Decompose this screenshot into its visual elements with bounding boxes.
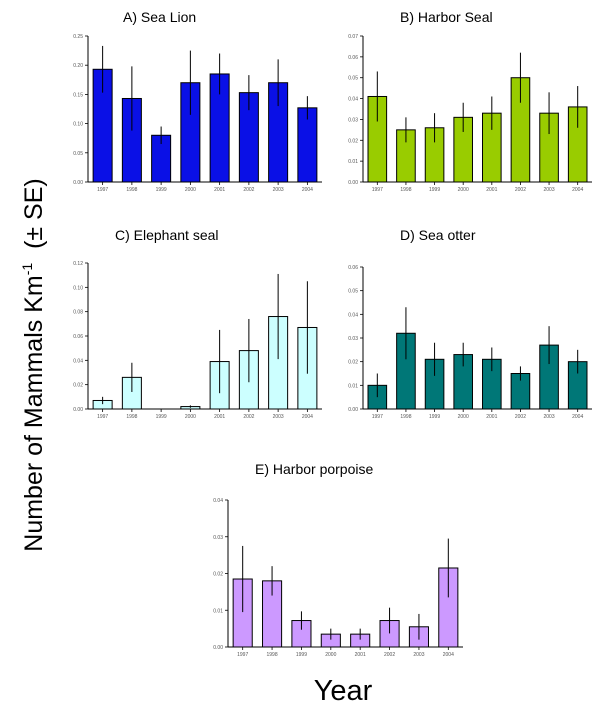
x-tick-label: 1998	[267, 652, 278, 658]
y-tick-label: 0.02	[348, 138, 358, 144]
y-tick-label: 0.05	[348, 289, 358, 295]
y-tick-label: 0.02	[73, 383, 83, 389]
y-axis-label-main: Number of Mammals Km	[20, 275, 48, 551]
x-tick-label: 1998	[400, 187, 411, 193]
x-tick-label: 1997	[97, 414, 108, 420]
x-tick-label: 1998	[126, 187, 137, 193]
y-tick-label: 0.01	[348, 159, 358, 165]
y-tick-label: 0.07	[348, 34, 358, 40]
x-tick-label: 1997	[372, 414, 383, 420]
y-tick-label: 0.06	[348, 55, 358, 61]
x-tick-label: 1997	[372, 187, 383, 193]
y-axis-label-sup: -1	[19, 263, 35, 276]
x-tick-label: 2003	[273, 187, 284, 193]
x-tick-label: 2000	[185, 414, 196, 420]
x-axis-label: Year	[314, 675, 373, 704]
x-tick-label: 2000	[458, 414, 469, 420]
x-tick-label: 1999	[429, 187, 440, 193]
y-tick-label: 0.04	[348, 97, 358, 103]
y-tick-label: 0.03	[213, 535, 223, 541]
panel-harbor-seal: B) Harbor Seal 0.00 0.01 0.02 0.03 0.04 0.05 0.…	[348, 9, 592, 193]
panel-title: A) Sea Lion	[123, 9, 196, 25]
x-tick-label: 2002	[243, 414, 254, 420]
x-tick-label: 1997	[237, 652, 248, 658]
panel-title: B) Harbor Seal	[400, 9, 493, 25]
x-tick-label: 2004	[302, 187, 313, 193]
x-tick-label: 2002	[384, 652, 395, 658]
y-tick-label: 0.10	[73, 122, 83, 128]
panel-title: E) Harbor porpoise	[255, 461, 373, 477]
x-tick-label: 2001	[355, 652, 366, 658]
y-tick-label: 0.04	[213, 498, 223, 504]
x-tick-label: 2003	[544, 414, 555, 420]
y-tick-label: 0.02	[213, 572, 223, 578]
y-tick-label: 0.00	[73, 180, 83, 186]
panel-sea-otter: D) Sea otter 0.00 0.01 0.02 0.03 0.04 0.05 0.06…	[348, 227, 592, 420]
x-tick-label: 1997	[97, 187, 108, 193]
y-tick-label: 0.06	[73, 334, 83, 340]
panel-sea-lion: A) Sea Lion 0.00 0.05 0.10 0.15 0.20 0.25 1997 1…	[73, 9, 322, 193]
y-tick-label: 0.25	[73, 34, 83, 40]
x-tick-label: 1999	[296, 652, 307, 658]
y-tick-label: 0.03	[348, 336, 358, 342]
x-tick-label: 2002	[515, 187, 526, 193]
y-tick-label: 0.00	[213, 645, 223, 651]
x-tick-label: 1998	[126, 414, 137, 420]
x-tick-label: 2000	[325, 652, 336, 658]
y-tick-label: 0.00	[348, 407, 358, 413]
y-tick-label: 0.15	[73, 92, 83, 98]
panel-harbor-porpoise: E) Harbor porpoise 0.00 0.01 0.02 0.03 0.04 19…	[213, 461, 463, 658]
y-tick-label: 0.00	[73, 407, 83, 413]
y-axis-label-suffix: (± SE)	[20, 178, 48, 263]
x-tick-label: 1999	[156, 187, 167, 193]
y-tick-label: 0.20	[73, 63, 83, 69]
y-tick-label: 0.04	[73, 358, 83, 364]
x-tick-label: 2004	[443, 652, 454, 658]
x-tick-label: 1999	[156, 414, 167, 420]
panel-title: C) Elephant seal	[115, 227, 219, 243]
x-tick-label: 1998	[400, 414, 411, 420]
x-tick-label: 2001	[214, 187, 225, 193]
x-tick-label: 2000	[185, 187, 196, 193]
x-tick-label: 2001	[486, 414, 497, 420]
y-tick-label: 0.05	[348, 76, 358, 82]
x-tick-label: 2004	[302, 414, 313, 420]
x-tick-label: 2002	[243, 187, 254, 193]
y-tick-label: 0.02	[348, 360, 358, 366]
x-tick-label: 2001	[214, 414, 225, 420]
x-tick-label: 2003	[413, 652, 424, 658]
y-tick-label: 0.00	[348, 180, 358, 186]
y-tick-label: 0.01	[348, 383, 358, 389]
x-tick-label: 2004	[572, 414, 583, 420]
x-tick-label: 2004	[572, 187, 583, 193]
y-tick-label: 0.12	[73, 261, 83, 267]
y-tick-label: 0.08	[73, 310, 83, 316]
x-tick-label: 2003	[273, 414, 284, 420]
x-tick-label: 2002	[515, 414, 526, 420]
x-tick-label: 2003	[544, 187, 555, 193]
x-tick-label: 1999	[429, 414, 440, 420]
x-tick-label: 2000	[458, 187, 469, 193]
y-tick-label: 0.05	[73, 151, 83, 157]
y-tick-label: 0.03	[348, 117, 358, 123]
panel-elephant-seal: C) Elephant seal 0.00 0.02 0.04 0.06 0.08 0.10…	[73, 227, 322, 420]
y-tick-label: 0.04	[348, 312, 358, 318]
y-tick-label: 0.01	[213, 608, 223, 614]
y-tick-label: 0.10	[73, 285, 83, 291]
panel-title: D) Sea otter	[400, 227, 476, 243]
y-axis-label: Number of Mammals Km-1 (± SE)	[19, 178, 48, 551]
x-tick-label: 2001	[486, 187, 497, 193]
y-tick-label: 0.06	[348, 265, 358, 271]
